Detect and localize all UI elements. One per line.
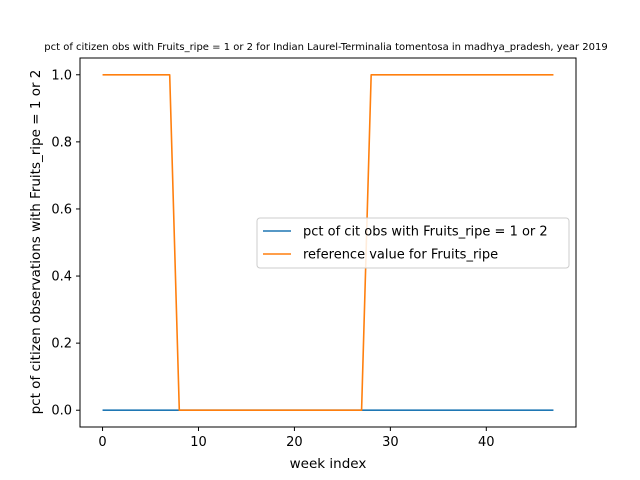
x-tick-label: 40 (478, 435, 495, 450)
x-tick-label: 10 (190, 435, 207, 450)
y-axis: 0.0 0.2 0.4 0.6 0.8 1.0 (51, 68, 80, 419)
y-axis-label: pct of citizen observations with Fruits_… (28, 70, 44, 415)
plot-frame (79, 57, 577, 428)
series-line-2 (102, 73, 554, 412)
legend: pct of cit obs with Fruits_ripe = 1 or 2… (256, 217, 570, 269)
y-tick-label: 0.4 (51, 270, 72, 285)
y-tick-label: 0.0 (51, 404, 72, 419)
chart-title: pct of citizen obs with Fruits_ripe = 1 … (44, 42, 607, 53)
x-axis: 0 10 20 30 40 (98, 427, 495, 450)
legend-box (256, 217, 570, 269)
legend-label-1: pct of cit obs with Fruits_ripe = 1 or 2 (303, 225, 548, 240)
x-axis-label: week index (290, 456, 367, 472)
y-tick-label: 0.8 (51, 135, 72, 150)
x-tick-label: 30 (382, 435, 399, 450)
legend-label-2: reference value for Fruits_ripe (303, 248, 498, 263)
plot-area (79, 57, 577, 428)
x-tick-label: 20 (286, 435, 303, 450)
y-tick-label: 0.2 (51, 337, 72, 352)
series-layer (102, 73, 554, 412)
x-tick-label: 0 (98, 435, 106, 450)
y-tick-label: 1.0 (51, 68, 72, 83)
y-tick-label: 0.6 (51, 202, 72, 217)
